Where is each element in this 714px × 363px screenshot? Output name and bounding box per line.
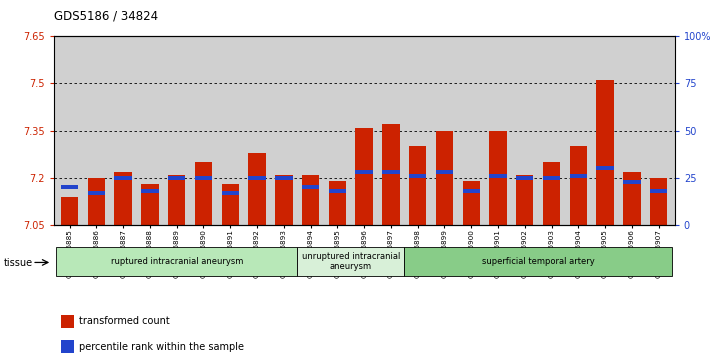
Text: tissue: tissue: [4, 258, 33, 268]
Text: unruptured intracranial
aneurysm: unruptured intracranial aneurysm: [301, 252, 400, 271]
Bar: [221, 191, 239, 195]
Text: percentile rank within the sample: percentile rank within the sample: [79, 342, 243, 352]
Bar: [88, 191, 105, 195]
Bar: [356, 127, 373, 225]
Bar: [650, 189, 668, 193]
Bar: [88, 178, 105, 225]
Bar: [382, 125, 400, 225]
Bar: [463, 189, 480, 193]
Bar: [489, 131, 507, 225]
Bar: [650, 178, 668, 225]
Bar: [297, 247, 404, 276]
Bar: [168, 175, 186, 225]
Bar: [404, 247, 672, 276]
Bar: [302, 185, 319, 189]
Bar: [56, 247, 297, 276]
Bar: [141, 189, 159, 193]
Bar: [516, 176, 533, 180]
Text: transformed count: transformed count: [79, 316, 169, 326]
Bar: [570, 174, 587, 178]
Bar: [409, 146, 426, 225]
Bar: [382, 170, 400, 174]
Bar: [409, 174, 426, 178]
Bar: [61, 185, 79, 189]
Bar: [516, 175, 533, 225]
Bar: [570, 146, 587, 225]
Bar: [114, 172, 132, 225]
Bar: [141, 184, 159, 225]
Bar: [328, 181, 346, 225]
Bar: [543, 162, 560, 225]
Bar: [302, 175, 319, 225]
Bar: [623, 172, 640, 225]
Bar: [195, 162, 212, 225]
Bar: [463, 181, 480, 225]
Bar: [61, 197, 79, 225]
Bar: [168, 176, 186, 180]
Bar: [114, 176, 132, 180]
Bar: [489, 174, 507, 178]
Bar: [596, 80, 614, 225]
Bar: [436, 131, 453, 225]
Bar: [275, 176, 293, 180]
Bar: [248, 176, 266, 180]
Bar: [221, 184, 239, 225]
Text: GDS5186 / 34824: GDS5186 / 34824: [54, 9, 158, 22]
Text: superficial temporal artery: superficial temporal artery: [482, 257, 595, 266]
Bar: [623, 180, 640, 184]
Bar: [596, 166, 614, 171]
Bar: [436, 170, 453, 174]
Bar: [248, 153, 266, 225]
Bar: [195, 176, 212, 180]
Text: ruptured intracranial aneurysm: ruptured intracranial aneurysm: [111, 257, 243, 266]
Bar: [356, 170, 373, 174]
Bar: [543, 176, 560, 180]
Bar: [328, 189, 346, 193]
Bar: [275, 175, 293, 225]
